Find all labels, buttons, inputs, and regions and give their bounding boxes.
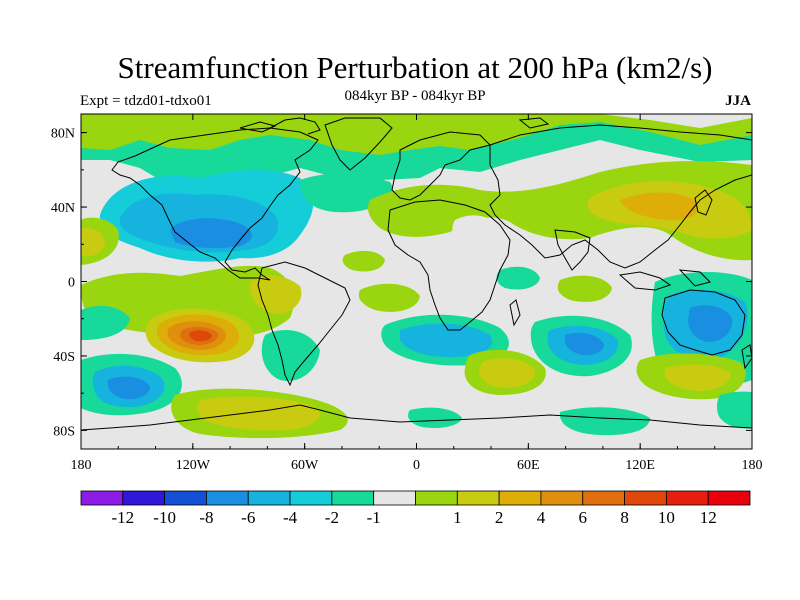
colorbar-swatch — [122, 490, 166, 506]
contour-region — [620, 192, 699, 221]
colorbar-swatch — [582, 490, 625, 506]
contour-region — [716, 391, 752, 429]
contour-region — [557, 275, 612, 302]
lon-tick-label: 120E — [625, 458, 655, 473]
colorbar-swatch — [624, 490, 667, 506]
coastline — [111, 127, 319, 281]
colorbar-label: 2 — [495, 508, 504, 527]
colorbar-swatch — [665, 490, 709, 506]
colorbar-swatch — [164, 490, 207, 506]
contour-region — [197, 396, 320, 431]
colorbar-swatch — [289, 490, 333, 506]
coastline — [554, 229, 591, 271]
contour-region — [358, 283, 420, 312]
contour-region — [249, 275, 302, 314]
contour-region — [189, 330, 212, 342]
coastline — [387, 199, 511, 331]
colorbar-swatch — [707, 490, 751, 506]
lat-tick-label: 80N — [51, 127, 75, 142]
colorbar-swatch — [456, 490, 500, 506]
colorbar-swatch — [415, 490, 458, 506]
axis-ticks: 80N 40N 0 40S 80S 180 120W 60W 0 60E 120E 180 — [51, 114, 763, 473]
lon-tick-label: 60W — [291, 458, 319, 473]
colorbar-swatch — [206, 490, 249, 506]
colorbar: -12 -10 -8 -6 -4 -2 -1 1 2 4 6 8 10 12 — [80, 490, 751, 527]
coastline — [81, 404, 752, 431]
colorbar-label: -10 — [153, 508, 176, 527]
contour-region — [559, 407, 650, 436]
colorbar-swatch — [373, 490, 416, 506]
contour-region — [81, 227, 105, 257]
contour-region — [496, 266, 540, 290]
contour-region — [81, 114, 752, 155]
lon-tick-label: 180 — [71, 458, 92, 473]
contour-region — [400, 323, 493, 358]
lat-tick-label: 40N — [51, 201, 75, 216]
lat-tick-label: 80S — [53, 424, 75, 439]
colorbar-label: -8 — [199, 508, 213, 527]
chart-subtitle: 084kyr BP - 084kyr BP — [344, 88, 486, 104]
contour-region — [342, 250, 385, 272]
lat-tick-label: 0 — [68, 276, 75, 291]
coastlines — [81, 117, 752, 431]
coastline — [391, 131, 491, 201]
contour-region — [81, 305, 130, 340]
contour-region — [408, 407, 462, 428]
season-label: JJA — [725, 93, 751, 109]
contour-region — [688, 305, 733, 342]
contour-region — [107, 376, 150, 400]
coastline — [257, 261, 351, 387]
contour-region — [478, 358, 536, 388]
colorbar-swatch — [247, 490, 291, 506]
colorbar-swatch — [540, 490, 584, 506]
lat-tick-label: 40S — [53, 350, 75, 365]
contour-region — [452, 215, 500, 245]
colorbar-label: 12 — [700, 508, 717, 527]
contour-region — [170, 218, 252, 249]
colorbar-swatch — [498, 490, 542, 506]
coastline — [618, 271, 672, 291]
contour-region — [81, 114, 752, 128]
lon-tick-label: 120W — [176, 458, 211, 473]
colorbar-label: 10 — [658, 508, 675, 527]
coastline — [518, 117, 550, 129]
colorbar-label: 8 — [620, 508, 629, 527]
colorbar-label: 1 — [453, 508, 462, 527]
experiment-label: Expt = tdzd01-tdxo01 — [80, 93, 212, 109]
lon-tick-label: 0 — [413, 458, 420, 473]
coastline — [324, 117, 393, 171]
contour-region — [261, 330, 320, 381]
colorbar-label: 6 — [579, 508, 588, 527]
coastline — [509, 299, 521, 327]
colorbar-swatch — [80, 490, 124, 506]
colorbar-label: -12 — [111, 508, 134, 527]
coastline — [741, 344, 752, 370]
colorbar-label: -2 — [325, 508, 339, 527]
colorbar-label: -4 — [283, 508, 298, 527]
colorbar-swatch — [331, 490, 375, 506]
contour-fields — [81, 114, 752, 439]
lon-tick-label: 60E — [517, 458, 540, 473]
colorbar-label: -1 — [367, 508, 381, 527]
coastline — [661, 289, 746, 356]
contour-region — [564, 332, 604, 356]
coastline — [239, 121, 277, 133]
lon-tick-label: 180 — [742, 458, 763, 473]
coastline — [694, 189, 713, 216]
colorbar-label: -6 — [241, 508, 255, 527]
colorbar-label: 4 — [537, 508, 546, 527]
contour-region — [665, 364, 731, 391]
coastline — [489, 124, 752, 269]
coastline — [678, 269, 711, 287]
chart-title: Streamfunction Perturbation at 200 hPa (… — [117, 50, 713, 85]
coastline — [269, 117, 321, 135]
